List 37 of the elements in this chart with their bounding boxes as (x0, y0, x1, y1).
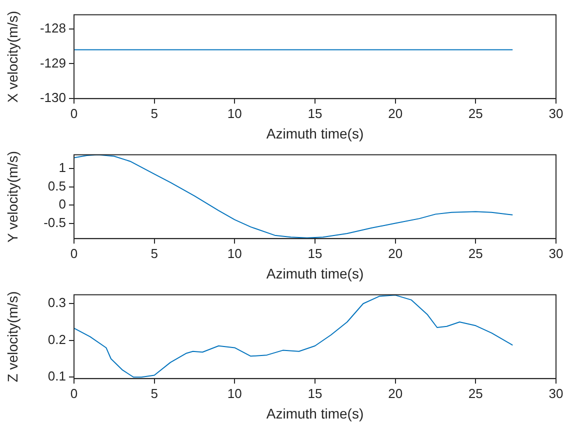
x-tick-label: 25 (468, 106, 483, 121)
x-tick-label: 15 (308, 106, 322, 121)
x-tick-label: 5 (150, 386, 158, 401)
y-tick-label: 0.1 (48, 368, 66, 384)
x-axis-title: Azimuth time(s) (266, 125, 364, 142)
y-axis-title: Y velocity(m/s) (4, 150, 20, 242)
x-axis-title: Azimuth time(s) (266, 265, 364, 282)
x-tick-label: 5 (150, 106, 158, 121)
x-tick-label: 10 (227, 246, 242, 261)
y-axis-title: X velocity(m/s) (4, 10, 20, 103)
y-tick-label: 0.2 (48, 332, 66, 347)
y-tick-label: 0.5 (48, 178, 66, 194)
y-tick-label: 0 (58, 196, 66, 212)
x-tick-label: 15 (308, 246, 322, 261)
x-tick-label: 30 (548, 106, 564, 121)
x-tick-label: 25 (468, 386, 483, 401)
x-tick-label: 5 (150, 246, 158, 261)
x-tick-label: 0 (70, 246, 78, 261)
x-tick-label: 20 (388, 106, 403, 121)
x-tick-label: 30 (548, 386, 564, 401)
x-tick-label: 0 (70, 386, 78, 401)
x-tick-label: 0 (70, 106, 78, 121)
x-tick-label: 10 (227, 386, 242, 401)
y-tick-label: -0.5 (44, 214, 66, 230)
y-tick-label: 1 (58, 160, 66, 176)
x-tick-label: 20 (388, 246, 403, 261)
y-tick-label: -129 (40, 55, 66, 70)
x-tick-label: 10 (227, 106, 242, 121)
x-tick-label: 30 (548, 246, 564, 261)
x-tick-label: 15 (308, 386, 322, 401)
x-tick-label: 25 (468, 246, 483, 261)
y-tick-label: 0.3 (48, 295, 66, 310)
y-axis-title: Z velocity(m/s) (4, 291, 20, 382)
y-tick-label: -128 (40, 20, 66, 36)
y-tick-label: -130 (40, 90, 66, 106)
x-axis-title: Azimuth time(s) (266, 405, 364, 422)
x-tick-label: 20 (388, 386, 403, 401)
